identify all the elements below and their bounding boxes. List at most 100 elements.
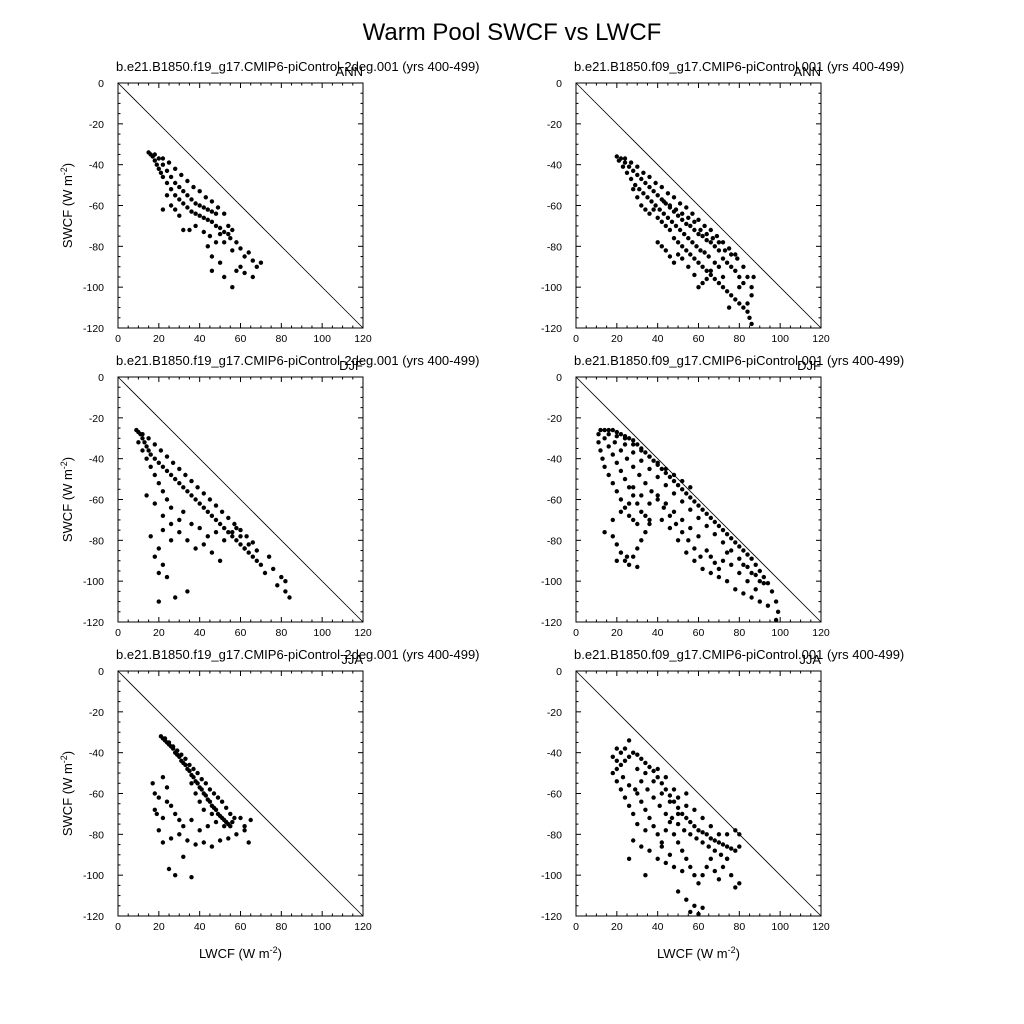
data-point	[745, 309, 750, 314]
data-point	[641, 191, 646, 196]
data-point	[655, 460, 660, 465]
data-point	[659, 219, 664, 224]
data-point	[620, 775, 626, 780]
data-point	[631, 485, 636, 490]
data-point	[152, 456, 157, 461]
data-point	[173, 166, 178, 171]
reference-line	[117, 670, 364, 917]
data-point	[610, 770, 615, 776]
x-axis-label: LWCF (W m-2)	[199, 945, 282, 961]
data-point	[168, 203, 174, 208]
data-point	[626, 738, 632, 743]
data-point	[690, 211, 695, 216]
data-point	[203, 195, 208, 200]
data-point	[661, 211, 666, 216]
data-point	[688, 819, 693, 825]
data-point	[209, 209, 215, 214]
data-point	[618, 448, 624, 453]
data-point	[217, 521, 223, 527]
data-point	[173, 193, 178, 198]
data-point	[614, 460, 619, 465]
data-point	[185, 193, 190, 198]
data-point	[688, 507, 693, 512]
data-point	[635, 442, 640, 447]
data-point	[146, 448, 151, 453]
data-point	[716, 574, 722, 580]
data-point	[610, 481, 615, 486]
data-point	[639, 538, 644, 543]
data-point	[189, 197, 194, 202]
y-tick-label: -120	[541, 911, 562, 923]
data-point	[246, 550, 251, 555]
data-point	[226, 530, 231, 535]
data-point	[205, 824, 210, 829]
x-tick-label: 80	[275, 627, 287, 639]
data-point	[724, 844, 730, 849]
data-point	[655, 493, 660, 498]
data-point	[177, 530, 182, 535]
data-point	[741, 264, 746, 269]
data-point	[618, 432, 624, 437]
data-point	[647, 521, 652, 527]
y-tick-label: -120	[83, 323, 104, 335]
data-point	[733, 297, 738, 302]
case-subtitle: b.e21.B1850.f09_g17.CMIP6-piControl.001 …	[574, 353, 904, 368]
data-point	[694, 836, 699, 841]
data-point	[704, 231, 709, 237]
data-point	[215, 795, 221, 800]
data-point	[219, 509, 225, 514]
data-point	[197, 828, 202, 833]
data-point	[222, 211, 227, 216]
data-point	[635, 752, 640, 757]
data-point	[675, 213, 681, 218]
data-point	[684, 791, 689, 796]
data-point	[211, 791, 217, 796]
case-subtitle: b.e21.B1850.f19_g17.CMIP6-piControl-2deg…	[116, 59, 480, 74]
data-point	[712, 532, 717, 537]
data-point	[195, 770, 200, 776]
data-point	[671, 799, 677, 804]
data-point	[643, 180, 648, 186]
data-point	[680, 244, 685, 249]
data-point	[226, 515, 231, 521]
data-point	[690, 240, 695, 245]
data-point	[596, 440, 601, 445]
data-point	[205, 244, 210, 249]
data-point	[181, 189, 186, 194]
y-tick-label: 0	[556, 78, 562, 90]
data-point	[156, 460, 161, 465]
data-point	[694, 244, 699, 249]
data-point	[205, 207, 210, 212]
data-point	[201, 205, 206, 210]
data-point	[205, 509, 210, 514]
data-point	[152, 501, 157, 506]
data-point	[177, 481, 182, 486]
data-point	[684, 205, 689, 210]
data-point	[177, 466, 182, 472]
data-point	[692, 903, 697, 908]
data-point	[749, 595, 754, 600]
data-point	[667, 819, 673, 825]
data-point	[275, 583, 280, 588]
data-point	[714, 233, 720, 239]
x-tick-label: 0	[115, 333, 121, 345]
data-point	[156, 599, 161, 604]
data-point	[201, 229, 206, 235]
data-point	[635, 501, 640, 506]
data-point	[737, 844, 742, 849]
data-point	[733, 587, 738, 592]
data-point	[146, 436, 151, 441]
data-point	[624, 456, 630, 461]
data-point	[720, 240, 726, 245]
data-point	[700, 815, 705, 821]
data-point	[201, 840, 206, 845]
y-tick-label: -100	[541, 282, 562, 294]
data-point	[209, 811, 215, 817]
data-point	[628, 176, 634, 182]
data-point	[688, 864, 693, 870]
data-point	[160, 162, 166, 167]
data-point	[775, 609, 781, 614]
data-point	[737, 274, 742, 280]
data-point	[213, 240, 219, 245]
data-point	[724, 832, 730, 837]
